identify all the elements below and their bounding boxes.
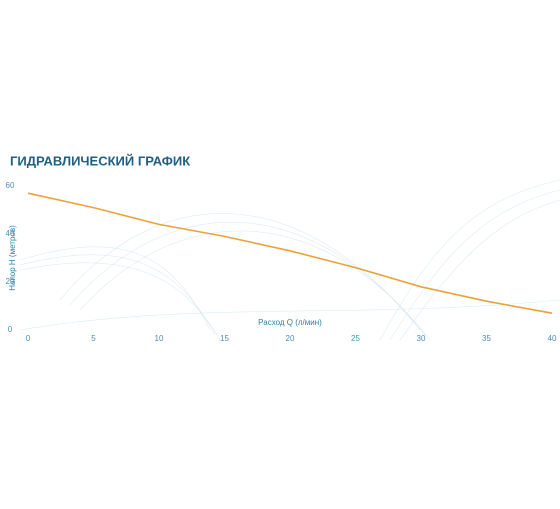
x-tick-label: 30 (417, 334, 426, 343)
x-tick-label: 40 (548, 334, 557, 343)
line (27, 192, 553, 314)
x-tick-label: 0 (26, 334, 31, 343)
y-tick-label: 40 (6, 229, 15, 238)
x-tick-label: 20 (286, 334, 295, 343)
x-axis-label: Расход Q (л/мин) (258, 318, 322, 327)
x-tick-label: 25 (351, 334, 360, 343)
background-waves (19, 179, 560, 341)
y-tick-label: 0 (8, 325, 13, 334)
x-tick-label: 5 (91, 334, 96, 343)
chart-title: ГИДРАВЛИЧЕСКИЙ ГРАФИК (10, 153, 190, 168)
x-tick-label: 15 (220, 334, 229, 343)
y-tick-label: 20 (6, 277, 15, 286)
x-tick-label: 10 (155, 334, 164, 343)
y-tick-label: 60 (6, 181, 15, 190)
y-axis-label: Напор H (метров) (8, 225, 17, 291)
x-tick-label: 35 (482, 334, 491, 343)
